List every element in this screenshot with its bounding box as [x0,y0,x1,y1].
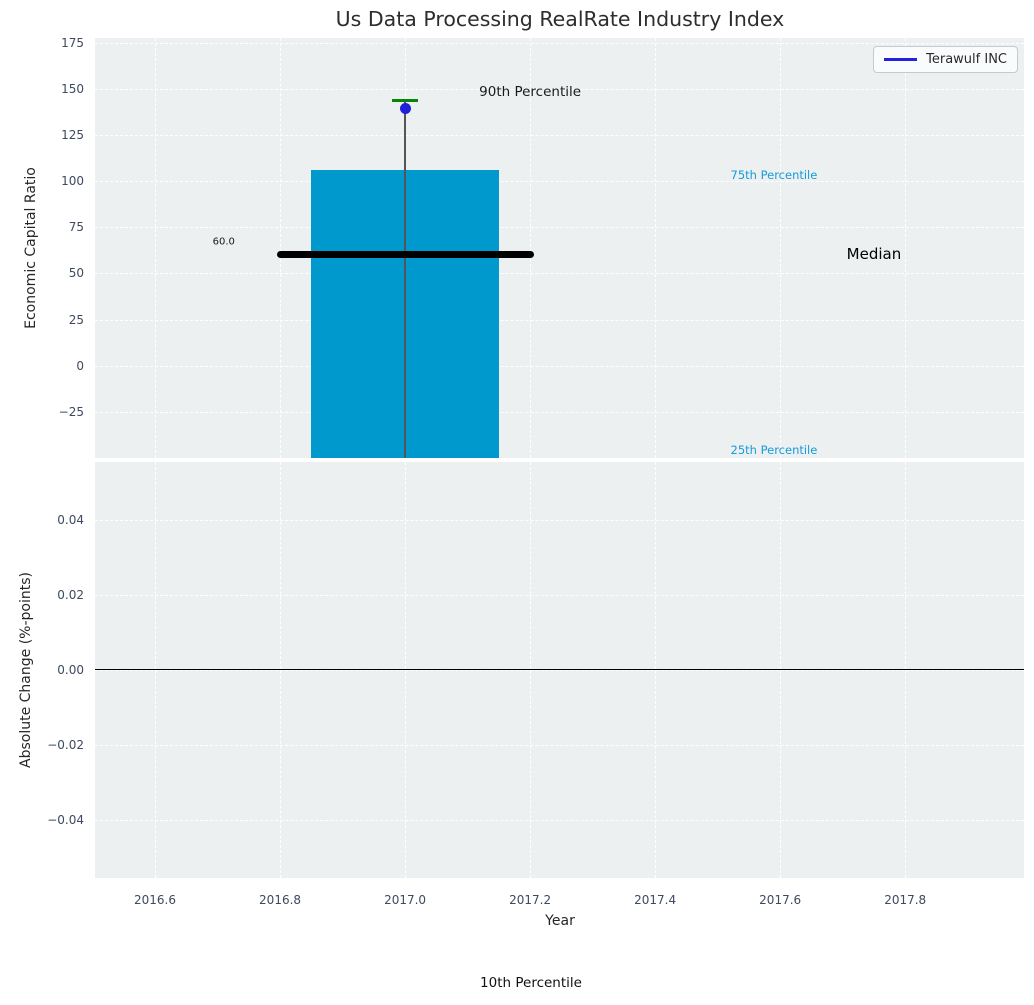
chart-title: Us Data Processing RealRate Industry Ind… [335,7,785,31]
x-tick-label: 2016.6 [134,893,177,907]
median-line [276,251,534,259]
xlabel-year: Year [545,913,575,929]
x-tick-label: 2017.2 [509,893,552,907]
y-tick-label-top: 150 [61,81,84,96]
x-gridline [655,38,657,458]
p10-annotation: 10th Percentile [480,975,582,991]
x-gridline [530,38,532,458]
x-tick-label: 2017.0 [384,893,427,907]
y-gridline [95,819,1024,821]
y-gridline [95,227,1024,229]
y-tick-label-bottom: −0.02 [47,737,84,752]
y-gridline [95,181,1024,183]
median-label: Median [846,245,902,264]
axes-top-economic-capital-ratio: Terawulf INC 90th Percentile 75th Percent… [95,38,1024,458]
zero-line [95,669,1024,671]
y-tick-label-top: 50 [68,266,84,281]
ylabel-top: Economic Capital Ratio [23,167,39,329]
y-tick-label-top: −25 [58,404,84,419]
y-gridline [95,88,1024,90]
y-tick-label-bottom: 0.04 [57,513,84,528]
p25-label: 25th Percentile [730,442,818,457]
legend-line-sample [884,58,918,61]
x-gridline [155,38,157,458]
y-gridline [95,42,1024,44]
y-gridline [95,411,1024,413]
y-tick-label-bottom: 0.02 [57,588,84,603]
y-tick-label-bottom: 0.00 [57,663,84,677]
x-gridline [780,38,782,458]
company-marker-dot [399,102,411,114]
y-tick-label-top: 75 [68,220,84,235]
y-gridline [95,365,1024,367]
x-gridline [280,38,282,458]
p90-label: 90th Percentile [479,83,582,100]
y-gridline [95,134,1024,136]
y-tick-label-bottom: −0.04 [47,812,84,827]
x-gridline [905,38,907,458]
x-tick-label: 2017.4 [634,893,677,907]
legend: Terawulf INC [873,46,1018,73]
y-gridline [95,273,1024,275]
ylabel-bottom: Absolute Change (%-points) [18,572,34,768]
axes-bottom-absolute-change [95,462,1024,878]
legend-label: Terawulf INC [926,52,1007,67]
y-tick-label-top: 0 [76,358,84,373]
y-gridline [95,319,1024,321]
whisker-stem [404,100,406,458]
y-tick-label-top: 175 [61,35,84,50]
y-tick-label-top: 25 [68,312,84,327]
y-gridline [95,520,1024,522]
x-tick-label: 2016.8 [259,893,302,907]
y-gridline [95,744,1024,746]
x-tick-label: 2017.6 [759,893,802,907]
median-value-label: 60.0 [212,236,235,248]
y-gridline [95,595,1024,597]
y-gridline [95,670,1024,671]
y-tick-label-top: 125 [61,127,84,142]
p90-cap [392,98,419,102]
y-tick-label-top: 100 [61,174,84,189]
x-tick-label: 2017.8 [884,893,927,907]
p75-label: 75th Percentile [730,167,818,182]
